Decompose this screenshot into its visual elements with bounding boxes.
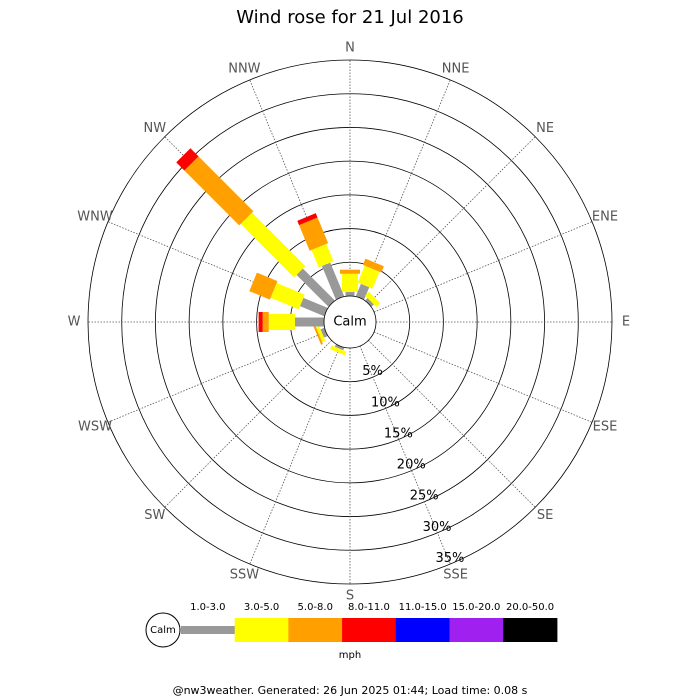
direction-label: SSW [230, 568, 260, 583]
bar-segment [357, 265, 380, 289]
direction-label: NW [144, 121, 167, 136]
legend-calm-label: Calm [150, 625, 176, 636]
legend-unit: mph [339, 650, 361, 661]
bar-segment [362, 258, 384, 273]
direction-bars [313, 325, 328, 345]
bar-segment [299, 297, 328, 317]
legend-label: 15.0-20.0 [452, 602, 500, 613]
bar-segment [297, 213, 318, 226]
legend-calm [145, 612, 181, 648]
ring-label: 35% [436, 551, 465, 566]
bar-segment [342, 273, 358, 292]
bar-segment [316, 326, 326, 343]
ring [222, 194, 478, 450]
direction-label: SSE [443, 568, 468, 583]
bar-segment [313, 325, 323, 345]
bar-segment [311, 243, 334, 268]
direction-bars [330, 344, 347, 356]
direction-label: S [346, 589, 354, 604]
direction-label: ENE [592, 210, 618, 225]
ring-label: 25% [410, 489, 439, 504]
bar-segment [299, 217, 329, 251]
direction-label: NE [536, 121, 554, 136]
bar-segment [295, 317, 324, 327]
bar-segment [320, 327, 328, 338]
chart-title: Wind rose for 21 Jul 2016 [236, 7, 464, 28]
spoke [107, 331, 327, 423]
bar-segment [262, 312, 269, 332]
legend-label: 5.0-8.0 [298, 602, 333, 613]
spoke [368, 136, 536, 304]
ring-label: 10% [371, 395, 400, 410]
direction-label: NNE [442, 61, 470, 76]
ring-label: 30% [423, 520, 452, 535]
legend-swatch [503, 618, 558, 642]
legend-swatch [449, 618, 504, 642]
direction-label: WNW [77, 210, 113, 225]
bar-segment [340, 269, 360, 274]
direction-label: NNW [228, 61, 260, 76]
direction-label: N [345, 41, 355, 56]
legend-swatch [342, 618, 397, 642]
bar-segment [345, 291, 355, 296]
ring [87, 59, 613, 585]
ring [188, 160, 512, 484]
ring-label: 20% [397, 458, 426, 473]
bar-segment [321, 262, 345, 300]
bar-segment [258, 312, 263, 332]
bar-segment [270, 282, 305, 310]
bar-segment [184, 156, 254, 226]
direction-bars [176, 148, 335, 307]
direction-label: W [68, 315, 81, 330]
direction-bars [258, 312, 324, 332]
bar-segment [249, 272, 278, 300]
bar-segment [365, 291, 381, 307]
calm-circle [323, 295, 377, 349]
spoke [368, 340, 536, 508]
spoke [373, 331, 593, 423]
legend-swatch [234, 618, 289, 642]
ring-label: 15% [384, 426, 413, 441]
spoke [359, 345, 451, 565]
legend-label: 11.0-15.0 [399, 602, 447, 613]
direction-bars [365, 291, 381, 307]
spoke [359, 79, 451, 299]
legend-swatch [288, 618, 343, 642]
bar-segment [296, 268, 335, 307]
bar-segment [330, 345, 347, 356]
legend-label: 20.0-50.0 [506, 602, 554, 613]
legend-swatch [181, 626, 236, 634]
direction-label: WSW [78, 419, 112, 434]
direction-label: SW [144, 508, 165, 523]
direction-label: E [622, 315, 630, 330]
direction-bars [340, 269, 360, 296]
legend-label: 8.0-11.0 [348, 602, 390, 613]
direction-bars [297, 213, 345, 300]
legend-label: 1.0-3.0 [190, 602, 225, 613]
footer: @nw3weather. Generated: 26 Jun 2025 01:4… [173, 684, 528, 697]
legend-label: 3.0-5.0 [244, 602, 279, 613]
bar-segment [268, 314, 296, 330]
bar-segment [240, 212, 306, 278]
bar-segment [355, 283, 370, 300]
direction-label: SE [537, 508, 553, 523]
bar-segment [176, 148, 199, 171]
direction-label: ESE [593, 419, 618, 434]
legend-swatch [395, 618, 450, 642]
bar-segment [334, 344, 345, 351]
ring-label: 5% [362, 364, 383, 379]
calm-label: Calm [333, 315, 366, 330]
bar-segment [365, 298, 374, 307]
spoke [249, 345, 341, 565]
spoke [164, 340, 332, 508]
spoke [373, 221, 593, 313]
direction-bars [249, 272, 328, 317]
direction-bars [355, 258, 384, 300]
